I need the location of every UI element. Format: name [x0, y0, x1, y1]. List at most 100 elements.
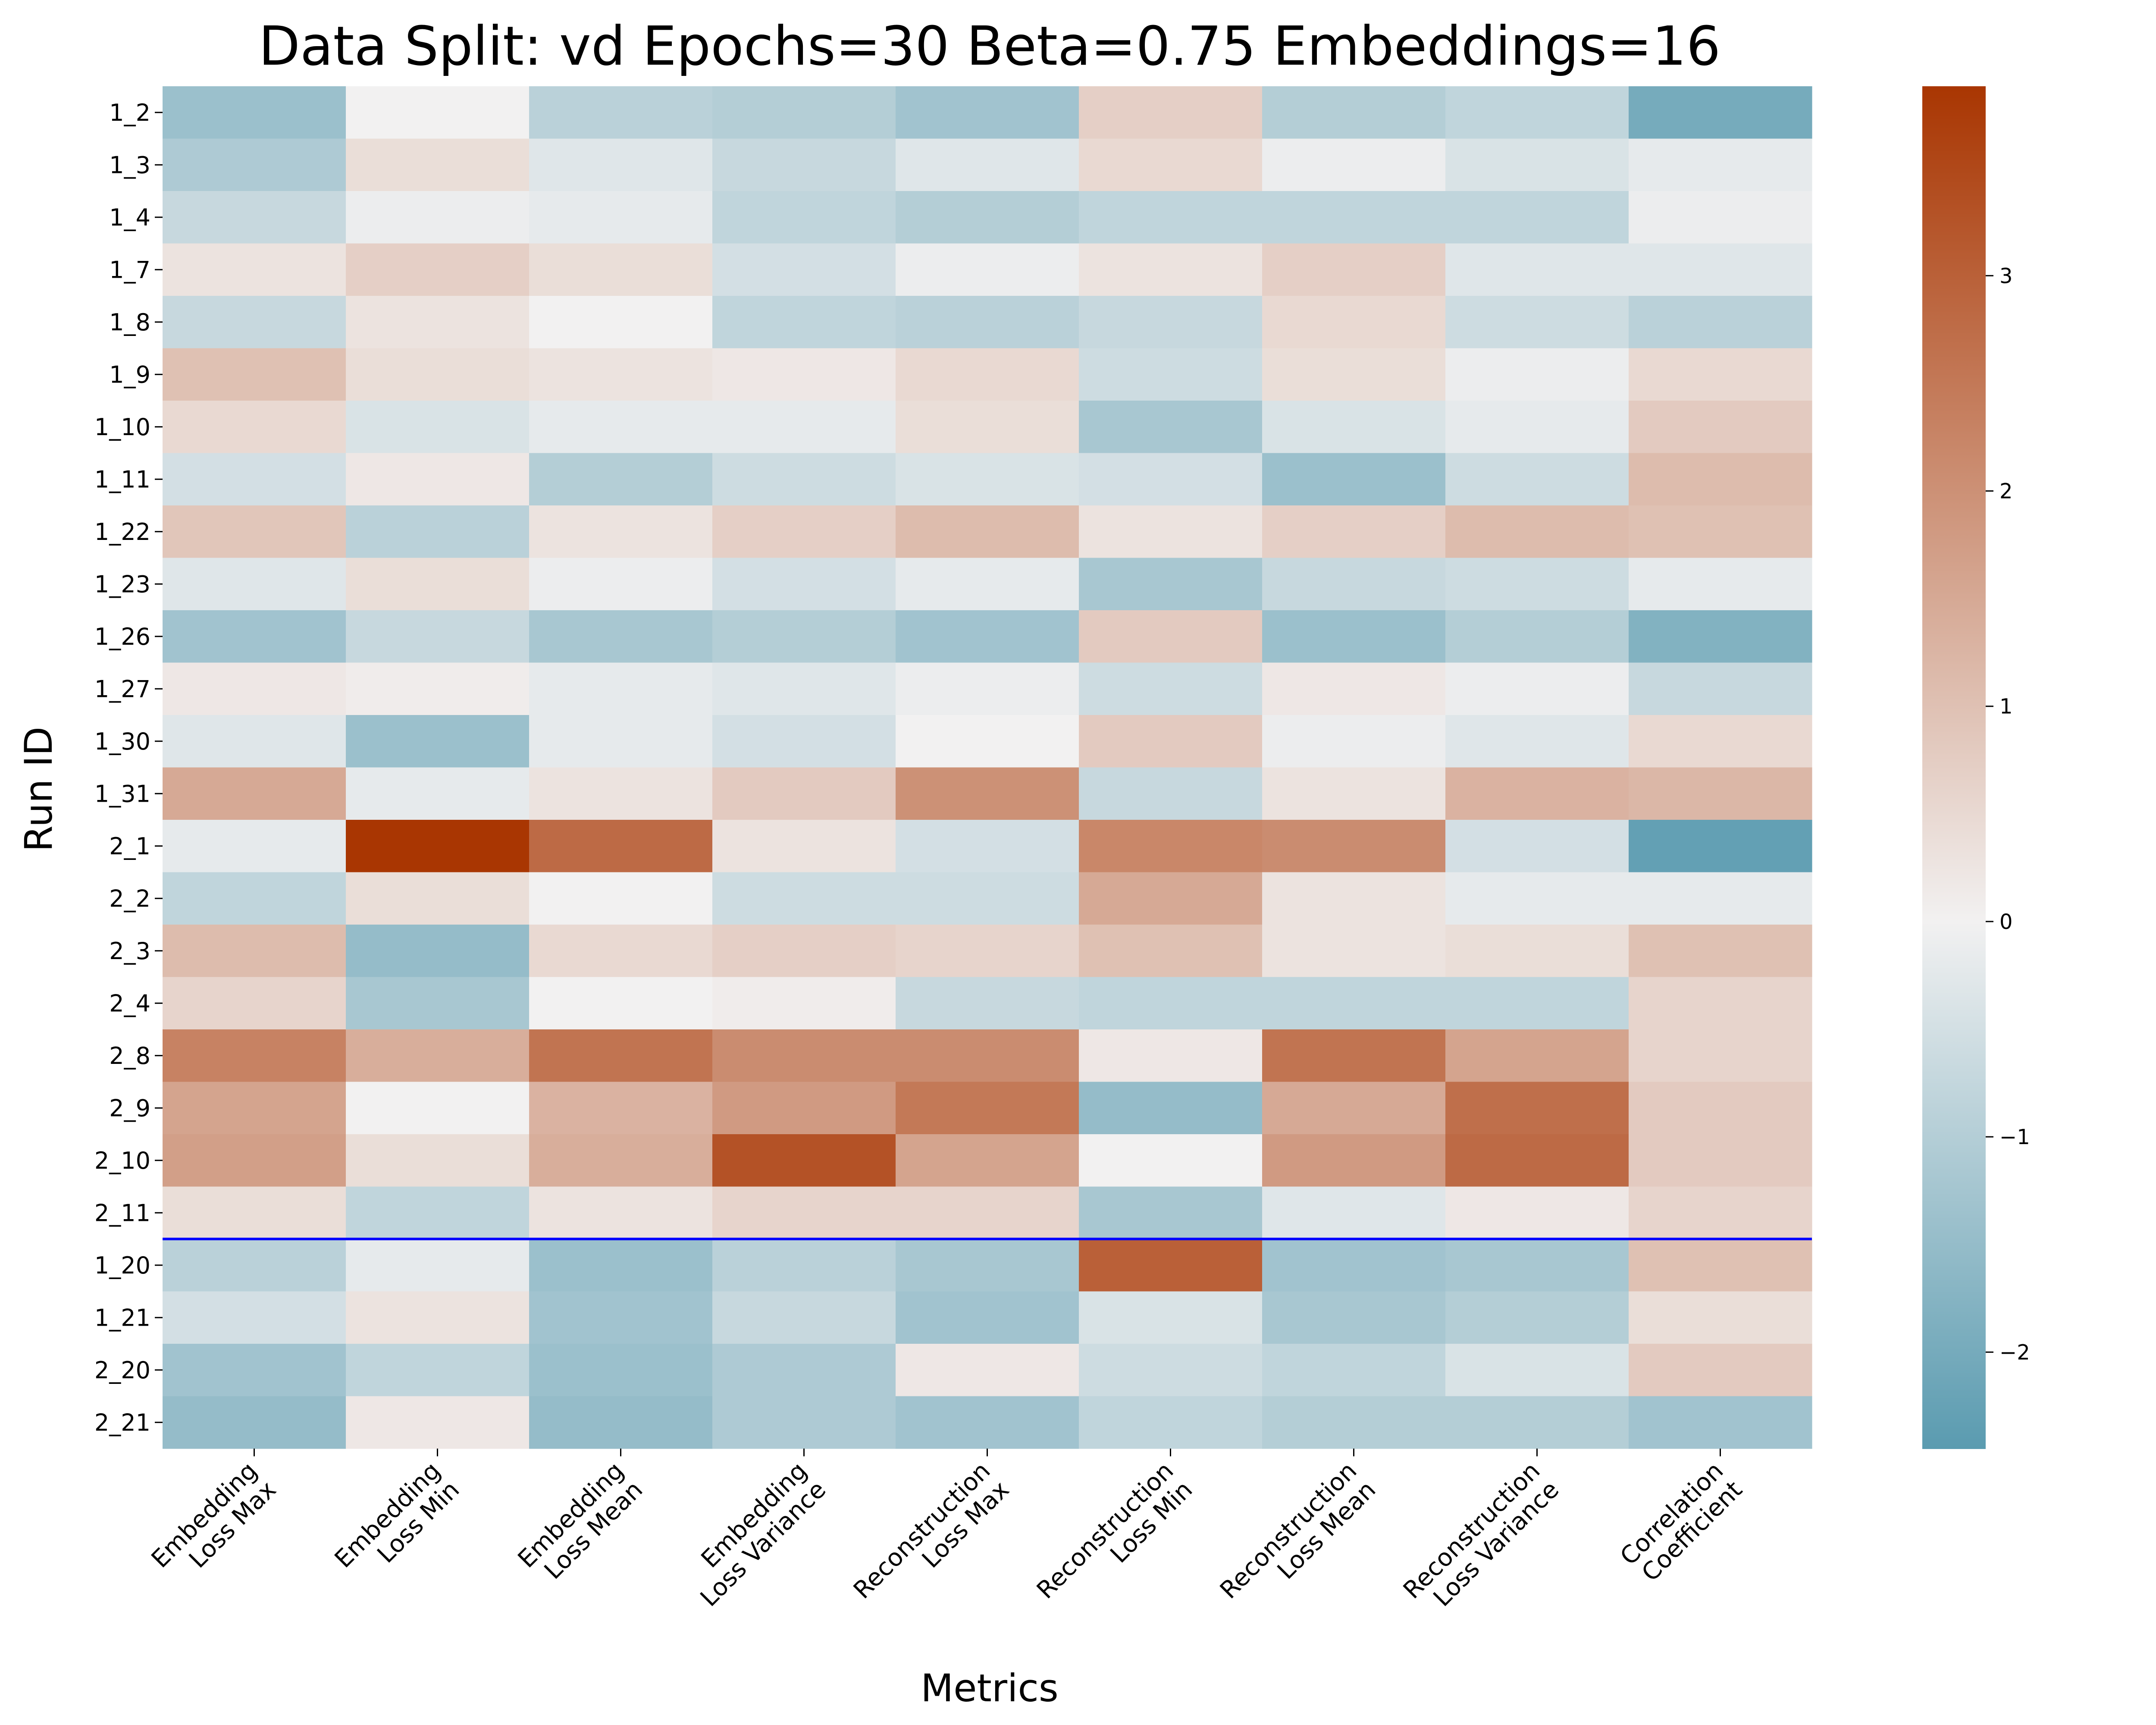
heatmap-cell	[1262, 191, 1446, 244]
heatmap-cell	[346, 1291, 530, 1344]
heatmap-cell	[1445, 1082, 1629, 1135]
x-tick-label: EmbeddingLoss Mean	[513, 1457, 648, 1592]
chart-title: Data Split: vd Epochs=30 Beta=0.75 Embed…	[259, 15, 1721, 78]
heatmap-cell	[1629, 243, 1812, 296]
y-tick-label: 1_21	[94, 1304, 150, 1331]
heatmap-cell	[1445, 505, 1629, 558]
y-tick-label: 2_8	[109, 1042, 150, 1070]
heatmap-cell	[1629, 1186, 1812, 1239]
heatmap-cell	[346, 925, 530, 978]
heatmap-cell	[1445, 453, 1629, 506]
heatmap-cell	[1445, 872, 1629, 925]
heatmap-cell	[1445, 296, 1629, 349]
heatmap-cell	[529, 348, 713, 401]
heatmap-cell	[1445, 243, 1629, 296]
heatmap-cell	[1445, 977, 1629, 1030]
heatmap-cell	[1445, 191, 1629, 244]
heatmap-cell	[529, 925, 713, 978]
heatmap-cell	[163, 1134, 346, 1187]
heatmap-cell	[1262, 925, 1446, 978]
heatmap-cell	[896, 715, 1079, 768]
heatmap-cell	[1079, 662, 1263, 715]
heatmap-cell	[1629, 767, 1812, 820]
heatmap-cell	[712, 662, 896, 715]
heatmap-cell	[712, 977, 896, 1030]
heatmap-cell	[163, 925, 346, 978]
heatmap-cell	[1629, 1134, 1812, 1187]
heatmap-cell	[163, 243, 346, 296]
heatmap-cell	[529, 243, 713, 296]
heatmap-cell	[346, 1239, 530, 1292]
heatmap-cell	[1079, 348, 1263, 401]
heatmap-cell	[712, 243, 896, 296]
heatmap-cell	[1445, 348, 1629, 401]
x-tick-label: EmbeddingLoss Max	[146, 1457, 282, 1592]
colorbar	[1922, 86, 1986, 1449]
heatmap-cell	[529, 558, 713, 611]
heatmap-cell	[712, 1186, 896, 1239]
heatmap-cell	[1079, 1396, 1263, 1449]
colorbar-tick-label: −2	[1999, 1340, 2030, 1364]
heatmap-cell	[1262, 1134, 1446, 1187]
heatmap-cell	[712, 505, 896, 558]
y-tick-label: 1_9	[109, 361, 150, 388]
heatmap-cell	[529, 1344, 713, 1397]
heatmap-cell	[346, 820, 530, 873]
heatmap-cell	[1079, 1029, 1263, 1082]
y-tick-label: 1_22	[94, 518, 150, 546]
heatmap-cell	[1445, 86, 1629, 139]
heatmap-cell	[896, 296, 1079, 349]
colorbar-tick-label: 2	[1999, 480, 2013, 504]
heatmap-cell	[346, 662, 530, 715]
heatmap-cell	[1079, 1134, 1263, 1187]
heatmap-cell	[1079, 505, 1263, 558]
heatmap-cell	[896, 191, 1079, 244]
heatmap-cell	[1629, 348, 1812, 401]
heatmap-cell	[712, 715, 896, 768]
heatmap-cell	[529, 872, 713, 925]
heatmap-cell	[346, 715, 530, 768]
heatmap-cell	[529, 1396, 713, 1449]
heatmap-cell	[896, 401, 1079, 454]
heatmap-cell	[1629, 505, 1812, 558]
heatmap-cell	[1629, 1239, 1812, 1292]
heatmap-cell	[712, 610, 896, 663]
x-axis-label: Metrics	[921, 1666, 1058, 1710]
heatmap-cell	[712, 767, 896, 820]
heatmap-cell	[1262, 86, 1446, 139]
y-tick-label: 2_11	[94, 1199, 150, 1226]
heatmap-cell	[346, 1396, 530, 1449]
heatmap-cell	[896, 662, 1079, 715]
heatmap-cell	[346, 243, 530, 296]
heatmap-cell	[712, 1344, 896, 1397]
y-tick-label: 1_30	[94, 728, 150, 755]
heatmap-cell	[346, 977, 530, 1030]
heatmap-cell	[1445, 1186, 1629, 1239]
x-tick-label: CorrelationCoefficient	[1615, 1457, 1748, 1590]
heatmap-cell	[1629, 138, 1812, 191]
heatmap-cell	[1262, 767, 1446, 820]
heatmap-cell	[529, 1186, 713, 1239]
heatmap-cell	[1445, 767, 1629, 820]
heatmap-cell	[346, 138, 530, 191]
heatmap-cell	[1629, 925, 1812, 978]
heatmap-cell	[896, 86, 1079, 139]
heatmap-cell	[1262, 1186, 1446, 1239]
heatmap-cell	[1262, 662, 1446, 715]
heatmap-cell	[1262, 1239, 1446, 1292]
heatmap-cell	[1079, 925, 1263, 978]
heatmap-cell	[896, 1029, 1079, 1082]
heatmap-cell	[896, 138, 1079, 191]
heatmap-cell	[1262, 138, 1446, 191]
y-tick-label: 1_4	[109, 204, 150, 231]
heatmap-cell	[1629, 453, 1812, 506]
heatmap-cell	[163, 1291, 346, 1344]
heatmap-cell	[1445, 401, 1629, 454]
heatmap-cell	[1262, 505, 1446, 558]
heatmap-cell	[712, 191, 896, 244]
heatmap-cell	[1262, 348, 1446, 401]
heatmap-cell	[1262, 610, 1446, 663]
heatmap-cell	[1079, 715, 1263, 768]
colorbar-tick-label: 3	[1999, 264, 2013, 288]
heatmap-cell	[529, 296, 713, 349]
